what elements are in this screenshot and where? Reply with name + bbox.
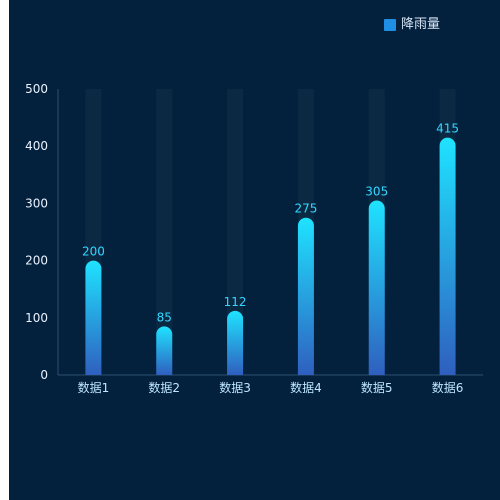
data-bar[interactable]: [85, 260, 102, 375]
x-category-label: 数据6: [432, 380, 464, 395]
legend[interactable]: 降雨量: [384, 16, 440, 34]
x-category-label: 数据1: [78, 380, 110, 395]
chart-axes: [57, 89, 483, 376]
data-bar[interactable]: [227, 310, 244, 375]
data-bars: [85, 137, 456, 375]
y-tick-label: 0: [40, 368, 48, 382]
bar-value-label: 85: [157, 310, 172, 324]
x-category-label: 数据5: [361, 380, 393, 395]
x-category-label: 数据3: [219, 380, 251, 395]
y-tick-label: 200: [25, 254, 48, 268]
bar-value-label: 415: [436, 122, 459, 136]
bar-value-label: 305: [365, 185, 388, 199]
data-bar[interactable]: [368, 200, 385, 375]
bar-value-label: 200: [82, 245, 105, 259]
bar-value-label: 112: [224, 295, 247, 309]
y-tick-label: 100: [25, 311, 48, 325]
legend-swatch: [384, 19, 396, 31]
chart-labels: 0 100 200 300 400 500 200 数据1 85 数据2 112 数据3 275 数据4 3…: [25, 82, 463, 395]
legend-label: 降雨量: [401, 17, 441, 32]
bar-value-label: 275: [294, 202, 317, 216]
data-bar[interactable]: [439, 137, 456, 375]
x-category-label: 数据2: [148, 380, 180, 395]
y-tick-label: 400: [25, 139, 48, 153]
y-tick-label: 500: [25, 82, 48, 96]
background-bars: [85, 89, 456, 375]
background-bar: [156, 89, 173, 375]
data-bar[interactable]: [156, 326, 173, 375]
background-bar: [227, 89, 244, 375]
y-tick-label: 300: [25, 196, 48, 210]
x-category-label: 数据4: [290, 380, 322, 395]
data-bar[interactable]: [297, 217, 314, 375]
